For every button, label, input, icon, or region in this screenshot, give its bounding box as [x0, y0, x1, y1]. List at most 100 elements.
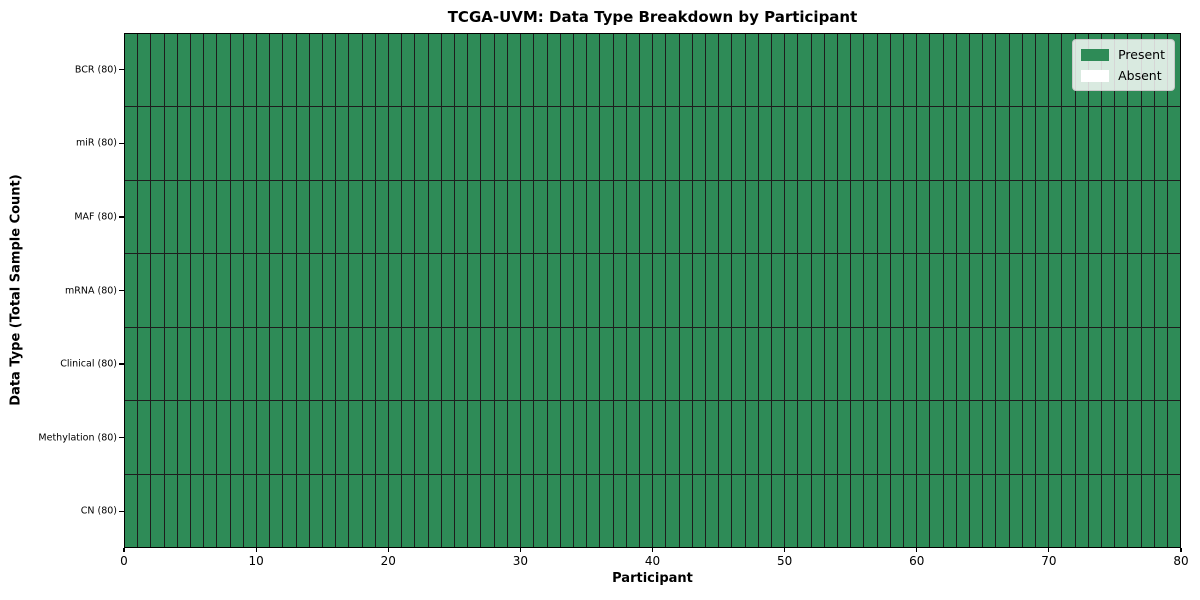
heatmap-cell [191, 327, 205, 401]
heatmap-cell [1115, 180, 1129, 254]
heatmap-cell [666, 327, 680, 401]
heatmap-cell [851, 327, 865, 401]
heatmap-cell [956, 180, 970, 254]
heatmap-cell [811, 180, 825, 254]
heatmap-cell [1062, 180, 1076, 254]
heatmap-cell [283, 34, 297, 107]
heatmap-cell [692, 34, 706, 107]
heatmap-cell [349, 327, 363, 401]
heatmap-cell [534, 254, 548, 327]
heatmap-cell [970, 327, 984, 401]
y-tick-label-Methylation: Methylation (80) [38, 432, 117, 444]
heatmap-cell [349, 474, 363, 547]
heatmap-cell [230, 327, 244, 401]
heatmap-cell [217, 254, 231, 327]
heatmap-cell [243, 327, 258, 401]
heatmap-cell [705, 180, 720, 254]
y-tick-mark [119, 216, 124, 218]
heatmap-cell [1049, 474, 1063, 547]
heatmap-cell [1049, 254, 1063, 327]
heatmap-cell [138, 327, 152, 401]
heatmap-cell [573, 107, 588, 180]
heatmap-cell [151, 107, 165, 180]
heatmap-cell [507, 107, 522, 180]
heatmap-cell [719, 180, 733, 254]
heatmap-cell [1141, 180, 1155, 254]
heatmap-cell [494, 107, 508, 180]
heatmap-cell [956, 327, 970, 401]
heatmap-cell [323, 180, 337, 254]
heatmap-cell [758, 34, 772, 107]
legend-entry-present: Present [1081, 47, 1165, 62]
x-tick-label-30: 30 [512, 554, 529, 568]
heatmap-cell [560, 401, 574, 474]
heatmap-cell [692, 254, 706, 327]
heatmap-cell [705, 401, 720, 474]
heatmap-cell [468, 180, 482, 254]
y-tick-label-MAF: MAF (80) [74, 211, 117, 223]
heatmap-cell [428, 327, 442, 401]
heatmap-cell [626, 107, 640, 180]
heatmap-cell [191, 474, 205, 547]
heatmap-cell [943, 254, 957, 327]
heatmap-cell [230, 34, 244, 107]
heatmap-cell [481, 254, 495, 327]
heatmap-cell [257, 401, 271, 474]
heatmap-cell [811, 327, 825, 401]
heatmap-cell [534, 107, 548, 180]
heatmap-cell [309, 34, 324, 107]
heatmap-cell [560, 180, 574, 254]
heatmap-cell [917, 474, 931, 547]
y-tick-mark [119, 437, 124, 439]
heatmap-cell [534, 34, 548, 107]
heatmap-cell [349, 401, 363, 474]
heatmap-cell [719, 34, 733, 107]
heatmap-cell [349, 34, 363, 107]
heatmap-cell [494, 34, 508, 107]
heatmap-cell [1168, 401, 1181, 474]
heatmap-cell [177, 180, 192, 254]
heatmap-cell [587, 401, 601, 474]
heatmap-cell [930, 474, 944, 547]
heatmap-cell [296, 254, 310, 327]
x-tick-mark [255, 548, 257, 552]
heatmap-cell [534, 474, 548, 547]
heatmap-cell [970, 107, 984, 180]
heatmap-cell [679, 107, 693, 180]
heatmap-cell [732, 327, 746, 401]
heatmap-cell [270, 401, 284, 474]
heatmap-cell [758, 254, 772, 327]
heatmap-cell [309, 107, 324, 180]
heatmap-cell [600, 474, 614, 547]
heatmap-cell [573, 254, 588, 327]
heatmap-cell [138, 401, 152, 474]
heatmap-cell [785, 254, 799, 327]
heatmap-cell [785, 107, 799, 180]
heatmap-cell [164, 327, 178, 401]
heatmap-cell [1088, 254, 1103, 327]
heatmap-cell [191, 107, 205, 180]
heatmap-cell [917, 254, 931, 327]
heatmap-cell [903, 34, 918, 107]
heatmap-cell [428, 254, 442, 327]
heatmap-cell [983, 327, 997, 401]
x-tick-label-20: 20 [380, 554, 396, 568]
heatmap-cell [811, 254, 825, 327]
heatmap-cell [415, 180, 429, 254]
heatmap-cell [1102, 474, 1116, 547]
heatmap-cell [415, 107, 429, 180]
heatmap-cell [1141, 327, 1155, 401]
heatmap-cell [917, 327, 931, 401]
heatmap-cell [679, 327, 693, 401]
heatmap-cell [851, 34, 865, 107]
heatmap-cell [705, 34, 720, 107]
heatmap-cell [151, 180, 165, 254]
heatmap-cell [587, 254, 601, 327]
heatmap-cell [270, 107, 284, 180]
heatmap-cell [336, 401, 350, 474]
heatmap-cell [243, 254, 258, 327]
heatmap-cell [719, 401, 733, 474]
heatmap-row-MAF [125, 180, 1181, 255]
heatmap-cell [1075, 327, 1089, 401]
heatmap-cell [903, 474, 918, 547]
